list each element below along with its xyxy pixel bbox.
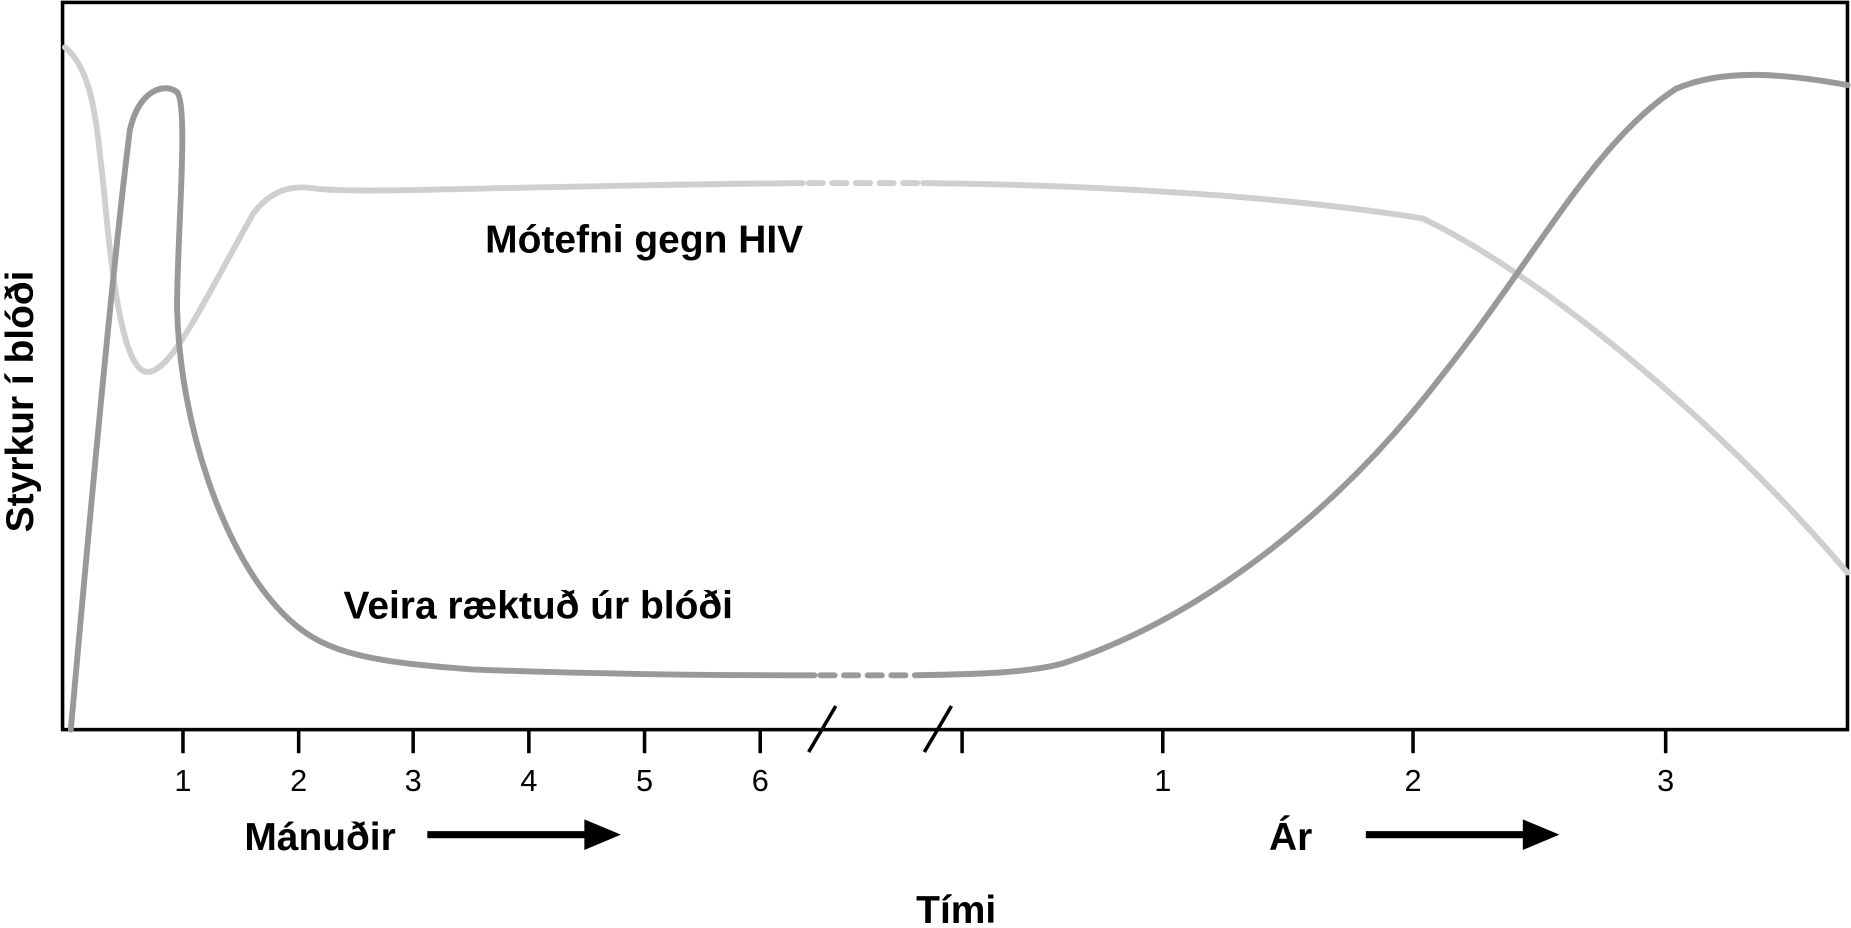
tick-label: 3: [405, 763, 422, 798]
y-axis-label: Styrkur í blóði: [0, 271, 42, 533]
tick-label: 2: [1405, 763, 1422, 798]
tick-label: 2: [290, 763, 307, 798]
curve-label: Mótefni gegn HIV: [485, 219, 803, 262]
axis-break: [922, 705, 953, 753]
curve-label: Veira ræktuð úr blóði: [344, 585, 733, 628]
arrow-shaft: [1365, 831, 1532, 839]
tick-label: 4: [520, 763, 537, 798]
virus-curve: [67, 85, 818, 733]
axis-ticks: [181, 705, 1668, 754]
virus-curve: [911, 71, 1851, 679]
arrow-shaft: [427, 831, 593, 839]
antibody-curve: [920, 180, 1851, 576]
tick-label: 6: [752, 763, 769, 798]
tick-label: 5: [636, 763, 653, 798]
tick-label: 1: [174, 763, 191, 798]
unit-label: Mánuðir: [244, 816, 395, 859]
unit-label: Ár: [1269, 815, 1312, 859]
plot-frame: [60, 0, 1850, 732]
tick-labels: 1 2 3 4 5 6 1 2 3: [174, 763, 1674, 798]
axis-break: [807, 705, 838, 753]
arrow-head: [1522, 819, 1560, 851]
x-axis-label: Tími: [916, 889, 996, 928]
arrow-head: [584, 819, 621, 851]
arrows: [427, 819, 1560, 851]
tick-label: 3: [1657, 763, 1674, 798]
curves: [61, 44, 1851, 733]
antibody-curve: [61, 44, 806, 375]
tick-label: 1: [1154, 763, 1171, 798]
